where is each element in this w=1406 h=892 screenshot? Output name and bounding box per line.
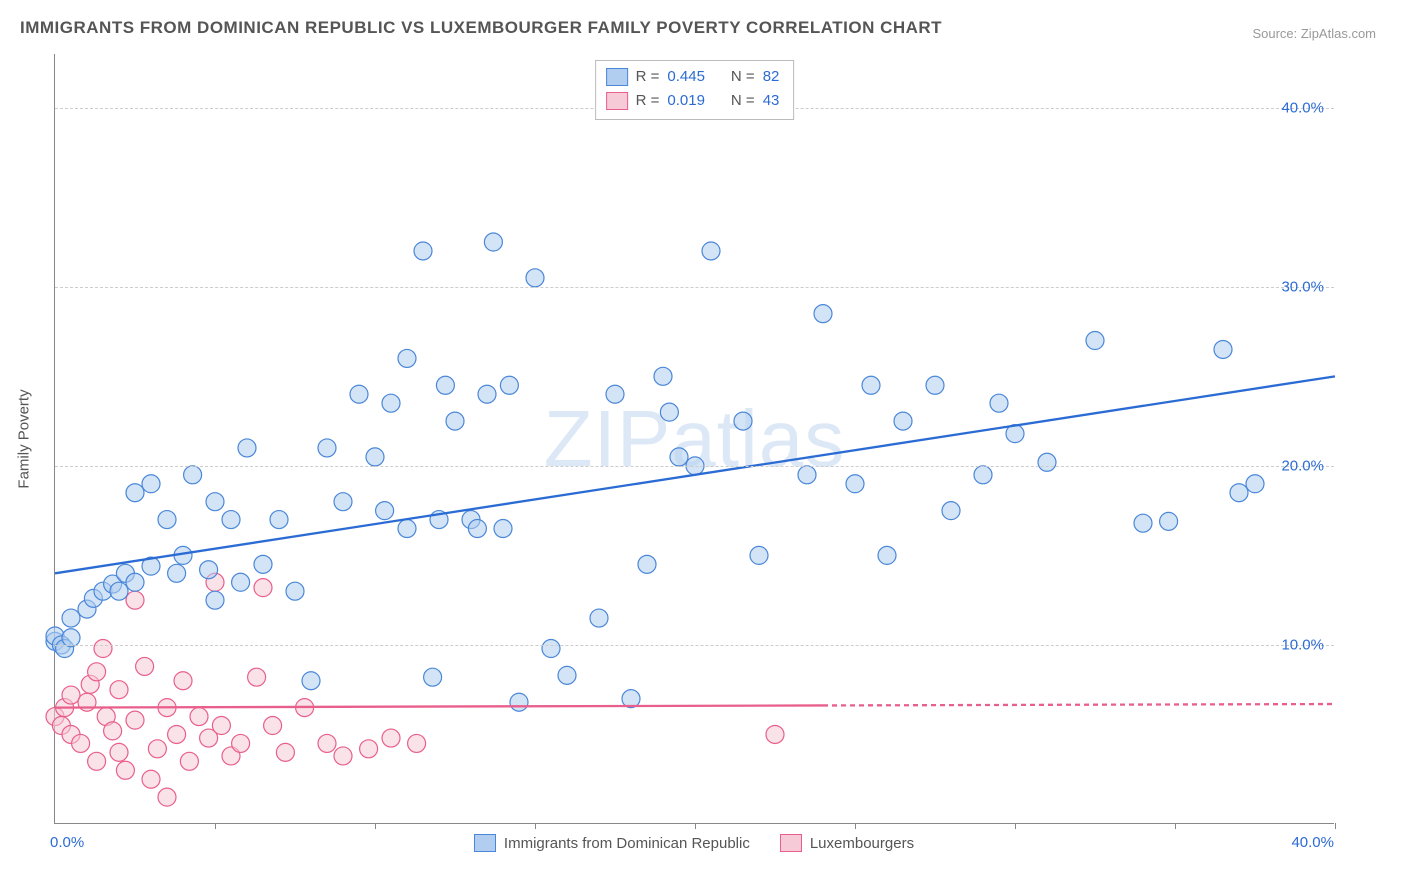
legend-label: Immigrants from Dominican Republic: [504, 835, 750, 852]
n-label: N =: [731, 65, 755, 89]
correlation-legend: R = 0.445 N = 82 R = 0.019 N = 43: [595, 60, 795, 120]
swatch-pink-icon: [780, 834, 802, 852]
legend-row-pink: R = 0.019 N = 43: [606, 89, 780, 113]
plot-area: ZIPatlas R = 0.445 N = 82 R = 0.019 N = …: [54, 54, 1334, 824]
swatch-blue-icon: [474, 834, 496, 852]
swatch-pink-icon: [606, 92, 628, 110]
r-value-pink: 0.019: [667, 89, 705, 113]
n-value-blue: 82: [763, 65, 780, 89]
r-label: R =: [636, 89, 660, 113]
legend-row-blue: R = 0.445 N = 82: [606, 65, 780, 89]
page-title: IMMIGRANTS FROM DOMINICAN REPUBLIC VS LU…: [20, 18, 942, 38]
chart-container: Family Poverty ZIPatlas R = 0.445 N = 82…: [54, 54, 1334, 824]
y-tick-label: 20.0%: [1281, 457, 1324, 474]
y-tick-label: 40.0%: [1281, 99, 1324, 116]
source-text: Source: ZipAtlas.com: [1252, 26, 1376, 41]
swatch-blue-icon: [606, 68, 628, 86]
n-label: N =: [731, 89, 755, 113]
r-label: R =: [636, 65, 660, 89]
legend-label: Luxembourgers: [810, 835, 914, 852]
r-value-blue: 0.445: [667, 65, 705, 89]
y-tick-label: 30.0%: [1281, 278, 1324, 295]
legend-item-pink: Luxembourgers: [780, 834, 914, 852]
legend-item-blue: Immigrants from Dominican Republic: [474, 834, 750, 852]
scatter-svg: [55, 54, 1335, 824]
y-axis-label: Family Poverty: [16, 389, 33, 488]
y-tick-label: 10.0%: [1281, 636, 1324, 653]
n-value-pink: 43: [763, 89, 780, 113]
series-legend: Immigrants from Dominican Republic Luxem…: [54, 834, 1334, 852]
